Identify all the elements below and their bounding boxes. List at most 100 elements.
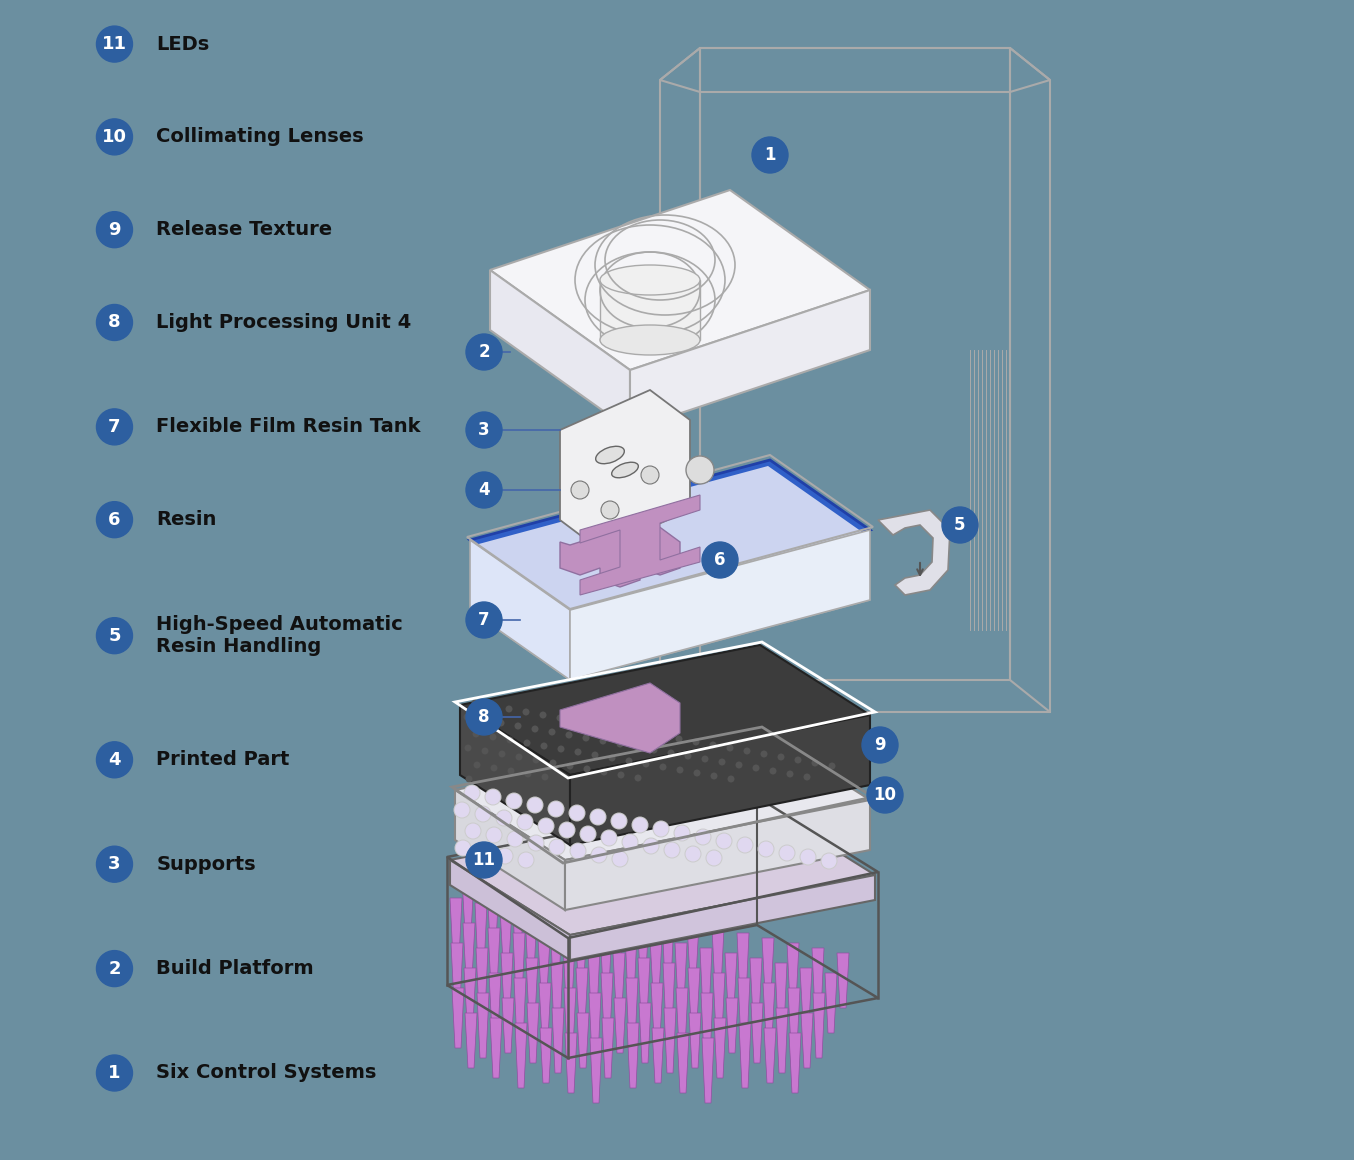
Circle shape xyxy=(497,719,505,726)
Circle shape xyxy=(559,822,575,838)
Circle shape xyxy=(737,838,753,853)
Circle shape xyxy=(486,827,502,843)
Circle shape xyxy=(674,825,691,841)
Circle shape xyxy=(601,768,608,776)
Polygon shape xyxy=(600,928,612,988)
Circle shape xyxy=(466,472,502,508)
Circle shape xyxy=(600,738,607,745)
Text: 5: 5 xyxy=(955,516,965,534)
Polygon shape xyxy=(627,1023,639,1088)
Circle shape xyxy=(758,841,774,857)
Polygon shape xyxy=(455,790,565,909)
Circle shape xyxy=(616,740,623,747)
Circle shape xyxy=(532,756,539,763)
Circle shape xyxy=(455,840,471,856)
Circle shape xyxy=(621,834,638,850)
Polygon shape xyxy=(561,683,680,753)
Text: Resin: Resin xyxy=(157,510,217,529)
Polygon shape xyxy=(470,530,871,680)
Polygon shape xyxy=(540,1028,552,1083)
Circle shape xyxy=(566,732,573,739)
Circle shape xyxy=(477,844,492,860)
Circle shape xyxy=(727,745,734,752)
Circle shape xyxy=(485,789,501,805)
Circle shape xyxy=(569,805,585,821)
Circle shape xyxy=(482,747,489,754)
Polygon shape xyxy=(455,730,871,860)
Circle shape xyxy=(821,853,837,869)
Polygon shape xyxy=(450,898,462,958)
Polygon shape xyxy=(538,938,550,993)
Circle shape xyxy=(466,842,502,878)
Polygon shape xyxy=(800,967,812,1023)
Circle shape xyxy=(795,756,802,763)
Circle shape xyxy=(524,770,532,777)
Polygon shape xyxy=(662,918,674,983)
Circle shape xyxy=(624,726,631,733)
Text: 2: 2 xyxy=(478,343,490,361)
Polygon shape xyxy=(489,973,501,1034)
Circle shape xyxy=(517,814,533,831)
Polygon shape xyxy=(463,923,475,978)
Polygon shape xyxy=(451,943,463,1003)
Polygon shape xyxy=(563,943,575,1003)
Polygon shape xyxy=(787,943,799,1003)
Circle shape xyxy=(508,768,515,775)
Circle shape xyxy=(677,767,684,774)
Polygon shape xyxy=(527,1003,539,1063)
Circle shape xyxy=(640,466,659,484)
Polygon shape xyxy=(450,800,875,935)
Circle shape xyxy=(592,752,598,759)
Circle shape xyxy=(474,761,481,768)
Polygon shape xyxy=(689,1013,701,1068)
Circle shape xyxy=(505,705,513,712)
Circle shape xyxy=(590,720,597,727)
Polygon shape xyxy=(490,1018,502,1078)
Circle shape xyxy=(516,754,523,761)
Text: Collimating Lenses: Collimating Lenses xyxy=(157,128,364,146)
Circle shape xyxy=(527,797,543,813)
Circle shape xyxy=(574,748,581,755)
Polygon shape xyxy=(663,1008,676,1073)
Text: 6: 6 xyxy=(715,551,726,570)
Text: Release Texture: Release Texture xyxy=(157,220,333,239)
Circle shape xyxy=(96,950,133,987)
Polygon shape xyxy=(561,520,680,587)
Circle shape xyxy=(635,775,642,782)
Circle shape xyxy=(96,26,133,63)
Circle shape xyxy=(653,821,669,838)
Polygon shape xyxy=(600,280,700,340)
Polygon shape xyxy=(460,705,570,844)
Circle shape xyxy=(96,118,133,155)
Polygon shape xyxy=(613,954,626,1008)
Text: 3: 3 xyxy=(478,421,490,438)
Circle shape xyxy=(584,766,590,773)
Circle shape xyxy=(558,746,565,753)
Polygon shape xyxy=(590,1038,603,1103)
Circle shape xyxy=(96,846,133,883)
Circle shape xyxy=(519,851,533,868)
Circle shape xyxy=(490,764,497,771)
Polygon shape xyxy=(686,923,699,978)
Text: 8: 8 xyxy=(478,708,490,726)
Circle shape xyxy=(497,848,513,864)
Circle shape xyxy=(475,806,492,822)
Polygon shape xyxy=(515,978,525,1043)
Polygon shape xyxy=(513,933,525,998)
Polygon shape xyxy=(714,1018,726,1078)
Polygon shape xyxy=(487,883,500,943)
Text: 10: 10 xyxy=(102,128,127,146)
Polygon shape xyxy=(603,1018,613,1078)
Polygon shape xyxy=(575,923,588,978)
Circle shape xyxy=(96,617,133,654)
Polygon shape xyxy=(464,967,477,1023)
Polygon shape xyxy=(475,902,487,967)
Circle shape xyxy=(498,751,505,757)
Polygon shape xyxy=(776,1008,788,1073)
Polygon shape xyxy=(750,958,762,1018)
Polygon shape xyxy=(764,983,774,1038)
Circle shape xyxy=(466,699,502,735)
Polygon shape xyxy=(630,290,871,430)
Polygon shape xyxy=(570,530,871,680)
Circle shape xyxy=(515,723,521,730)
